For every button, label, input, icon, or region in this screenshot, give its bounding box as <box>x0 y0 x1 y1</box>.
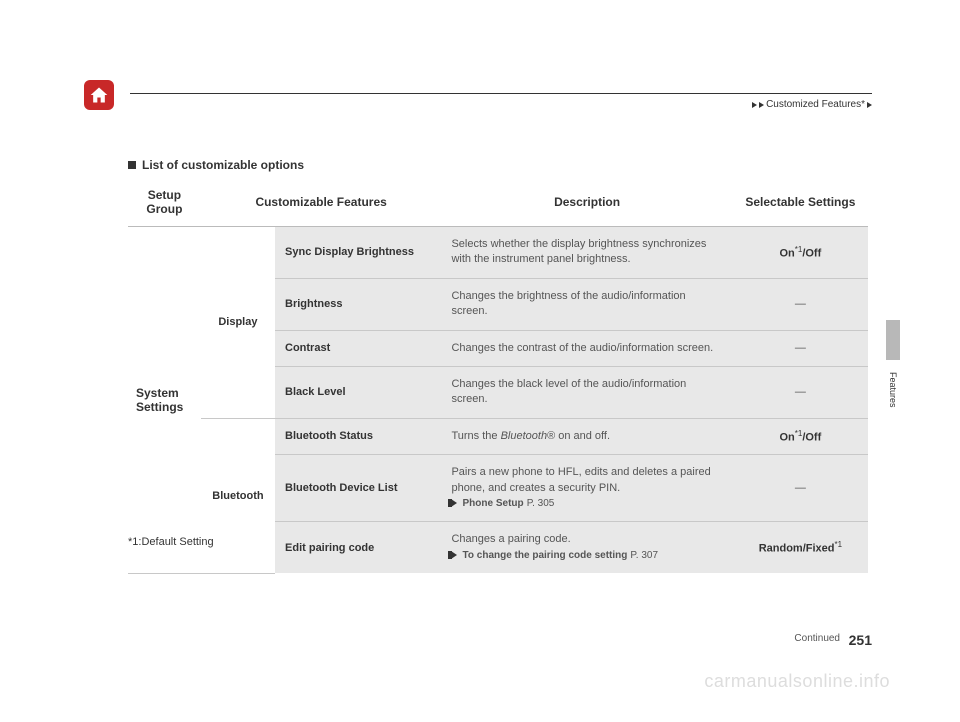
table-header-row: Setup Group Customizable Features Descri… <box>128 178 868 227</box>
description-cell: Changes the brightness of the audio/info… <box>441 278 732 330</box>
square-bullet-icon <box>128 161 136 169</box>
home-icon[interactable] <box>84 80 114 110</box>
description-cell: Selects whether the display brightness s… <box>441 227 732 279</box>
feature-cell: Bluetooth Device List <box>275 455 441 522</box>
breadcrumb-text: Customized Features* <box>766 99 865 110</box>
footnote: *1:Default Setting <box>128 536 214 548</box>
setting-cell: On*1/Off <box>733 227 868 279</box>
page-number: 251 <box>849 632 872 648</box>
feature-cell: Black Level <box>275 366 441 418</box>
chevron-right-icon <box>867 102 872 108</box>
chevron-right-icon <box>759 102 764 108</box>
side-tab <box>886 320 900 360</box>
chevron-right-icon <box>752 102 757 108</box>
setting-cell: Random/Fixed*1 <box>733 522 868 573</box>
options-table: Setup Group Customizable Features Descri… <box>128 178 868 574</box>
section-heading: List of customizable options <box>128 158 304 172</box>
continued-label: Continued <box>794 633 840 644</box>
feature-cell: Edit pairing code <box>275 522 441 573</box>
description-cell: Changes the black level of the audio/inf… <box>441 366 732 418</box>
col-settings: Selectable Settings <box>733 178 868 227</box>
setting-cell: — <box>733 278 868 330</box>
setup-group-cell: System Settings <box>128 227 201 574</box>
feature-cell: Contrast <box>275 330 441 366</box>
reference-arrow-icon <box>451 551 457 559</box>
header-divider <box>130 93 872 94</box>
setting-cell: On*1/Off <box>733 418 868 454</box>
col-features: Customizable Features <box>201 178 442 227</box>
feature-cell: Sync Display Brightness <box>275 227 441 279</box>
table-row: Bluetooth Bluetooth Status Turns the Blu… <box>128 418 868 454</box>
watermark: carmanualsonline.info <box>704 671 890 692</box>
subgroup-display: Display <box>201 227 275 419</box>
setting-cell: — <box>733 366 868 418</box>
breadcrumb: Customized Features* <box>752 99 872 110</box>
subgroup-bluetooth: Bluetooth <box>201 418 275 573</box>
description-cell: Turns the Bluetooth® on and off. <box>441 418 732 454</box>
col-setup-group: Setup Group <box>128 178 201 227</box>
description-cell: Pairs a new phone to HFL, edits and dele… <box>441 455 732 522</box>
section-title: List of customizable options <box>142 158 304 172</box>
feature-cell: Brightness <box>275 278 441 330</box>
side-section-label: Features <box>888 372 898 408</box>
description-cell: Changes the contrast of the audio/inform… <box>441 330 732 366</box>
description-cell: Changes a pairing code. To change the pa… <box>441 522 732 573</box>
reference-arrow-icon <box>451 499 457 507</box>
col-description: Description <box>441 178 732 227</box>
setting-cell: — <box>733 455 868 522</box>
setting-cell: — <box>733 330 868 366</box>
table-row: System Settings Display Sync Display Bri… <box>128 227 868 279</box>
feature-cell: Bluetooth Status <box>275 418 441 454</box>
